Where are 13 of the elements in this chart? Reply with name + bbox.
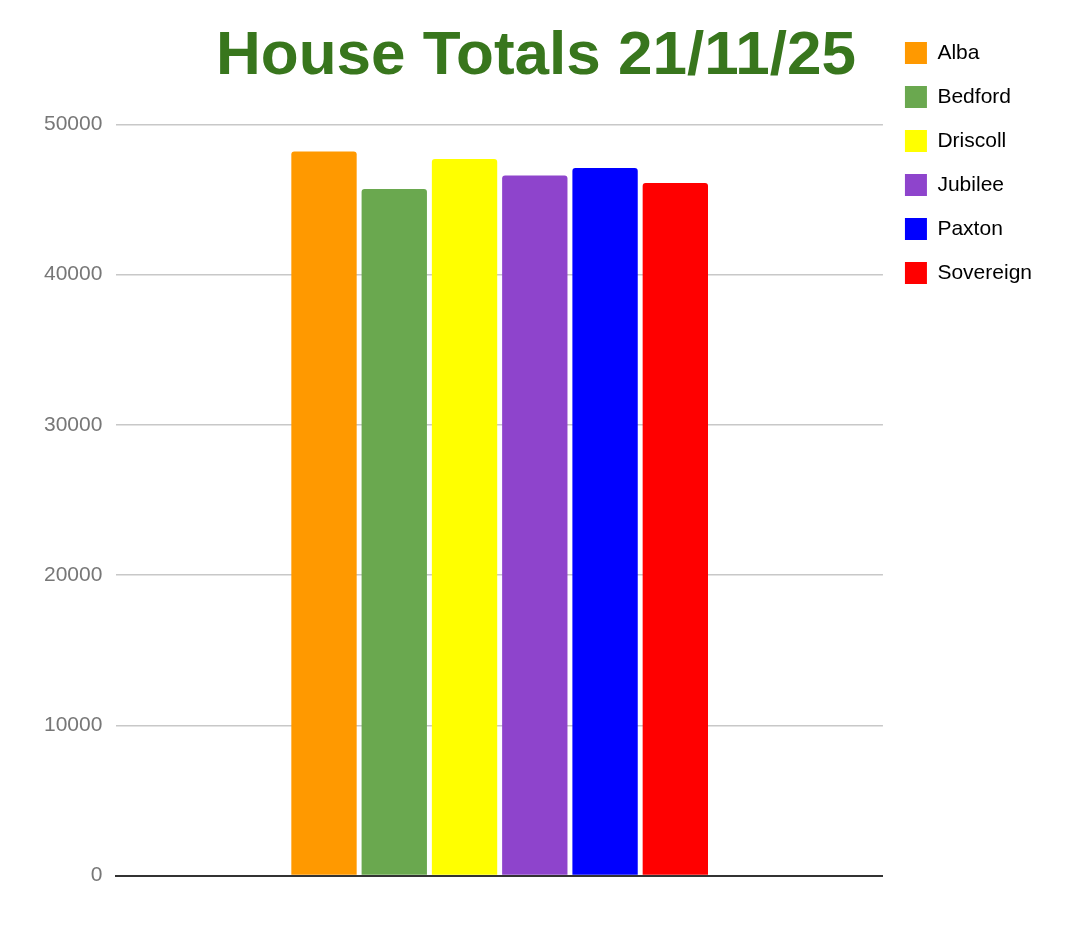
y-tick-label: 30000	[43, 411, 103, 435]
chart-title: House Totals 21/11/25	[216, 18, 856, 88]
y-tick-label: 50000	[43, 111, 103, 135]
legend-label: Bedford	[937, 83, 1011, 107]
legend-label: Jubilee	[937, 171, 1004, 195]
y-tick-label: 20000	[43, 561, 103, 585]
legend-label: Alba	[937, 39, 980, 63]
legend-label: Driscoll	[937, 127, 1007, 151]
legend-label: Sovereign	[937, 259, 1032, 283]
legend-label: Paxton	[937, 215, 1003, 239]
y-tick-label: 10000	[43, 712, 103, 736]
y-tick-label: 0	[90, 862, 103, 886]
y-tick-label: 40000	[43, 261, 103, 285]
